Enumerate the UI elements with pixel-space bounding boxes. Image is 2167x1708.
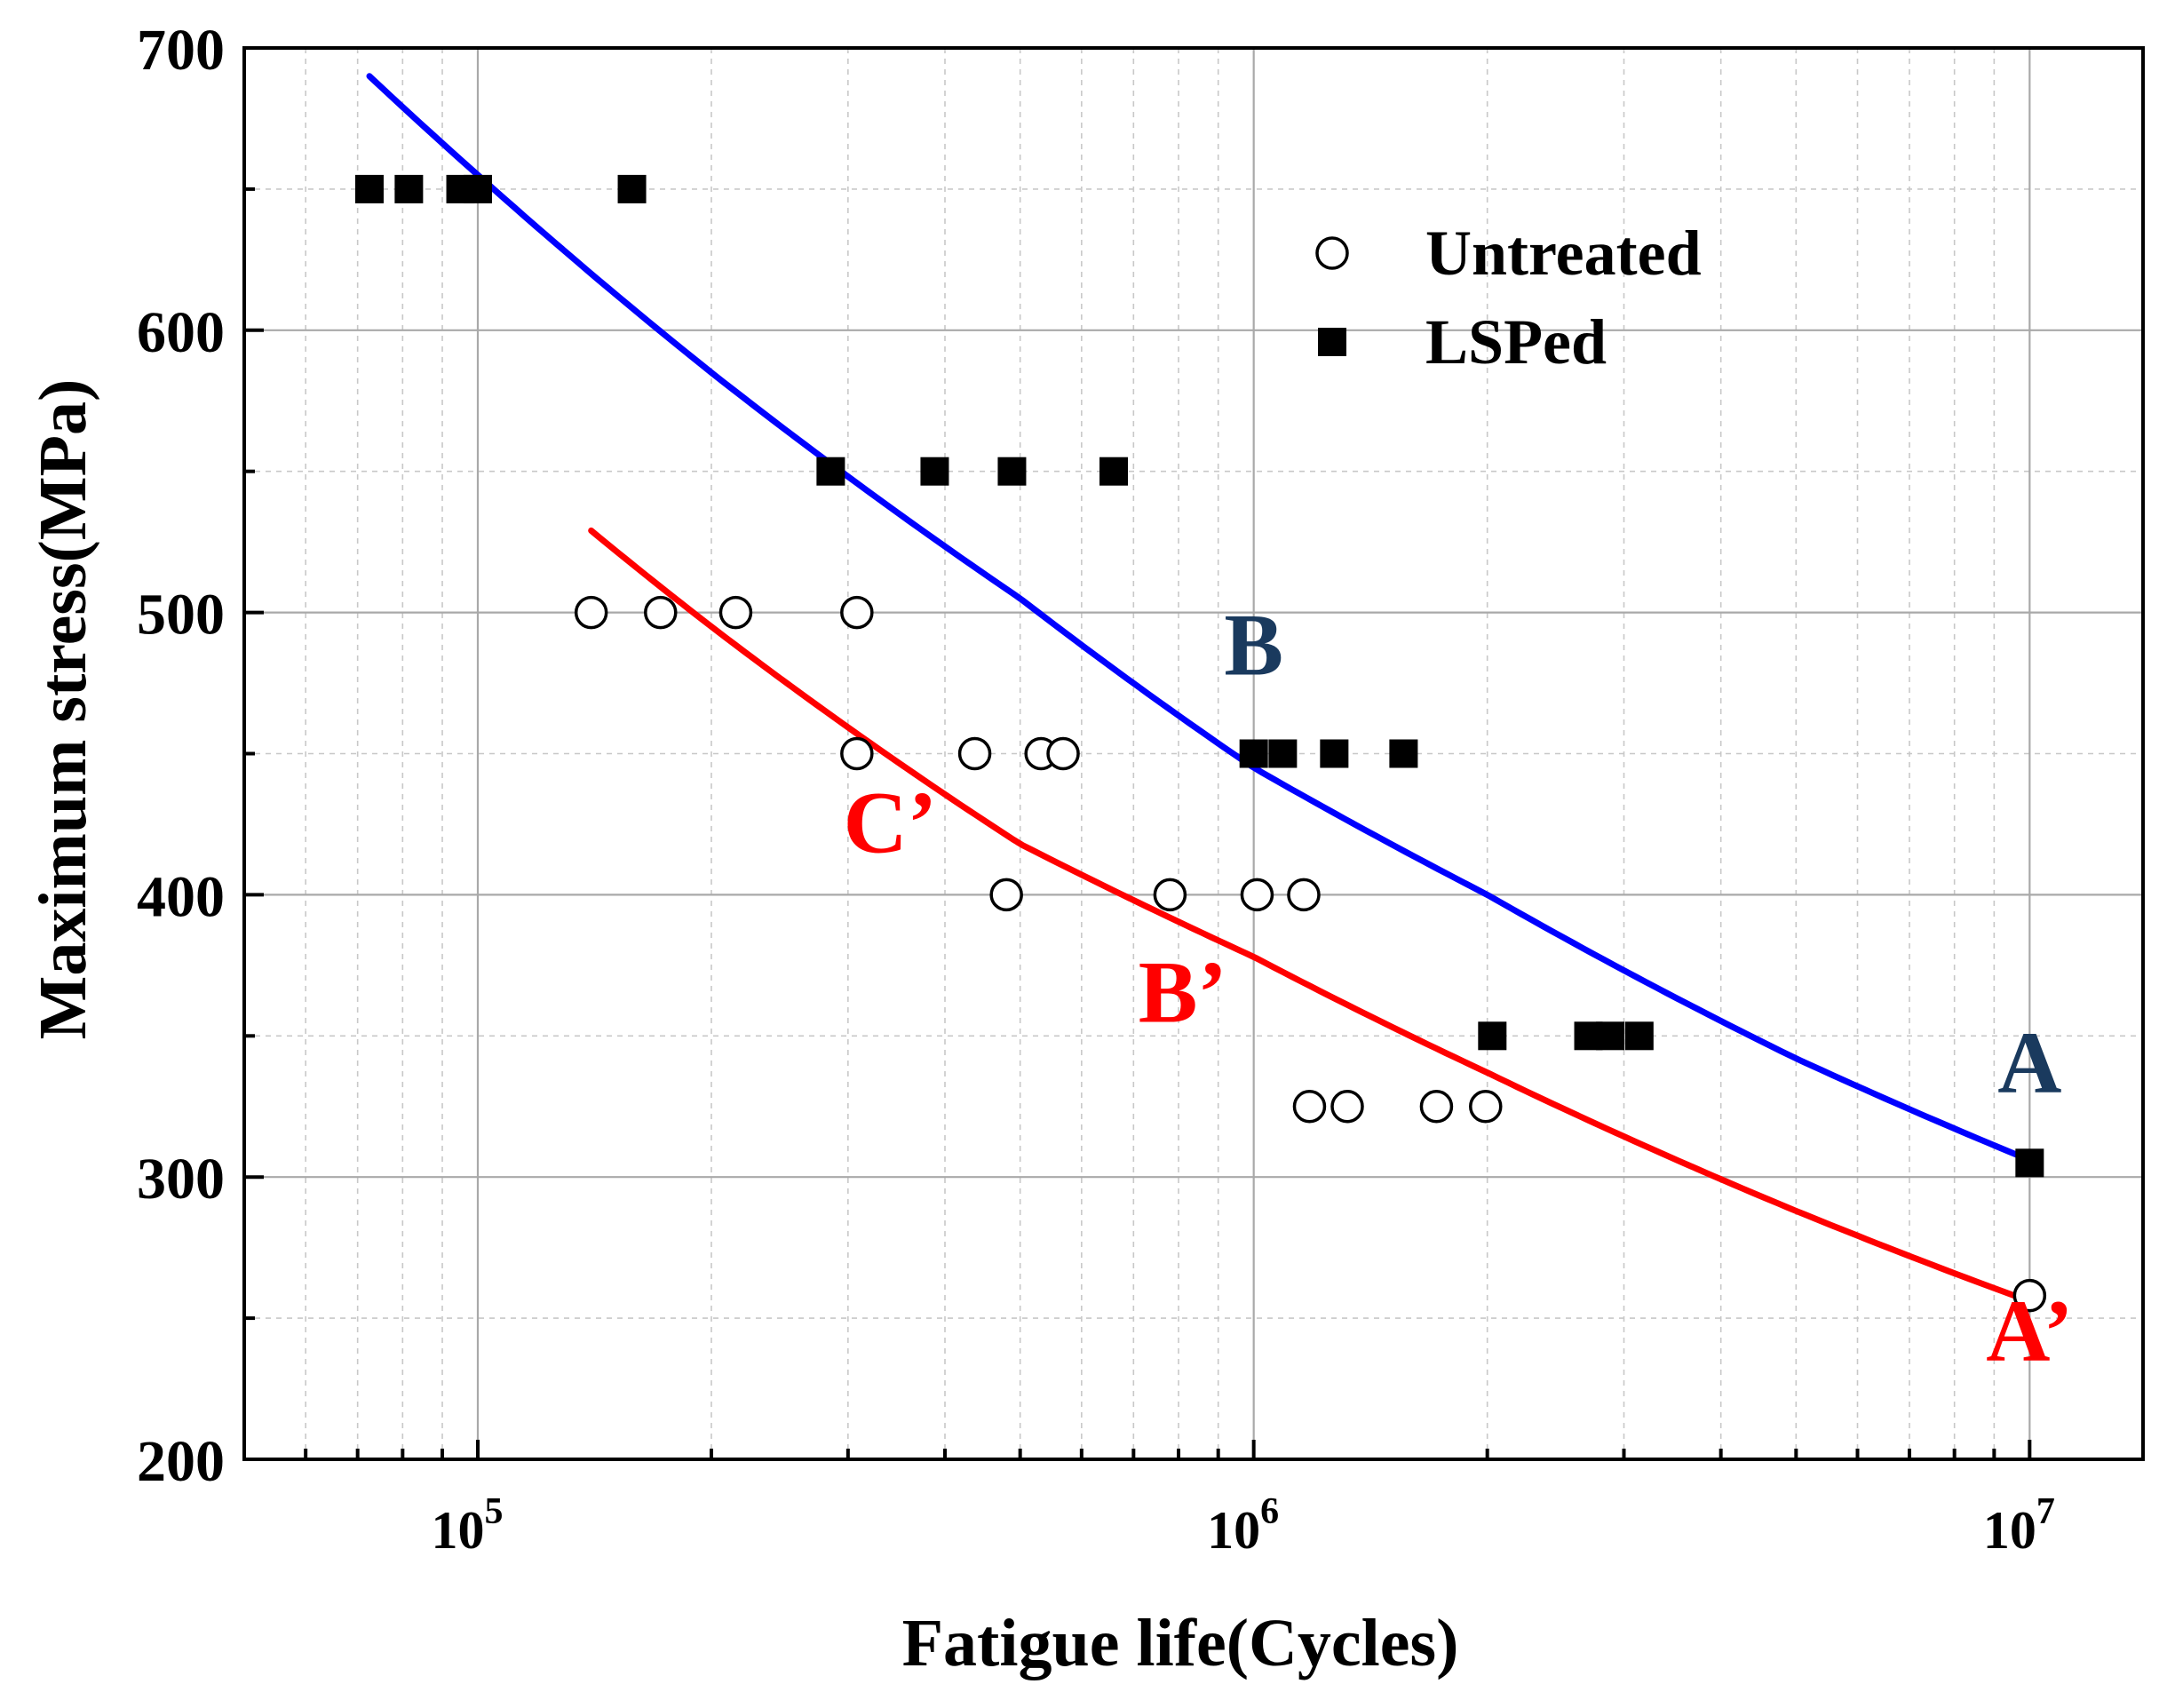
y-axis-title: Maximum stress(MPa)	[26, 379, 100, 1040]
lsped-point	[816, 457, 845, 486]
untreated-point	[574, 595, 608, 630]
lsped-point	[617, 174, 647, 203]
legend-label-lsped: LSPed	[1425, 306, 1607, 377]
legend: Untreated LSPed	[1315, 218, 1702, 377]
annotation-label: A	[1997, 1013, 2061, 1112]
x-tick-label: 107	[1983, 1491, 2055, 1560]
lsped-point	[354, 174, 384, 203]
untreated-point	[1419, 1090, 1454, 1124]
untreated-point	[1469, 1090, 1503, 1124]
lsped-point	[1624, 1021, 1654, 1051]
y-tick-label: 700	[137, 18, 225, 83]
untreated-point	[2012, 1278, 2047, 1313]
x-axis-title: Fatigue life(Cycles)	[902, 1606, 1459, 1680]
untreated-point	[1046, 736, 1080, 771]
untreated-point	[957, 736, 992, 771]
lsped-point	[394, 174, 424, 203]
y-tick-label: 500	[137, 583, 225, 647]
lsped-point	[1596, 1021, 1625, 1051]
x-tick-label: 106	[1207, 1491, 1279, 1560]
legend-marker-untreated	[1315, 236, 1349, 270]
fit-curves	[366, 73, 2033, 1305]
lsped-point	[2015, 1148, 2044, 1178]
tick-labels: 200 300 400 500 600 700 105 106 107	[137, 18, 2055, 1560]
grid-minor	[243, 48, 2143, 1459]
x-tick-label: 105	[431, 1491, 503, 1560]
y-tick-label: 600	[137, 300, 225, 365]
lsped-point	[1099, 457, 1129, 486]
lsped-point	[997, 457, 1027, 486]
y-tick-label: 200	[137, 1429, 225, 1494]
axis-ticks	[242, 46, 2032, 1461]
lsped-point	[1320, 739, 1349, 768]
lsped-point	[1268, 739, 1298, 768]
untreated-point	[840, 736, 874, 771]
annotation-label: A’	[1986, 1282, 2073, 1380]
untreated-point	[1292, 1090, 1327, 1124]
untreated-point	[1287, 878, 1321, 912]
untreated-point	[1240, 878, 1274, 912]
untreated-point	[840, 595, 874, 630]
lsped-point	[1389, 739, 1418, 768]
untreated-point	[644, 595, 678, 630]
lsped-point	[463, 174, 492, 203]
untreated-fit-curve	[588, 527, 2033, 1305]
lsped-point	[1239, 739, 1268, 768]
data-points	[354, 174, 2047, 1313]
annotation-label: C’	[844, 774, 938, 872]
grid-major	[244, 48, 2143, 1459]
y-tick-label: 400	[137, 864, 225, 929]
legend-label-untreated: Untreated	[1425, 218, 1702, 289]
annotations: A B A’ B’ C’	[844, 596, 2074, 1380]
y-tick-label: 300	[137, 1147, 225, 1211]
annotation-label: B	[1224, 596, 1283, 695]
legend-marker-lsped	[1318, 328, 1346, 356]
untreated-point	[989, 878, 1023, 912]
lsped-fit-curve	[366, 73, 2033, 1164]
untreated-point	[1153, 878, 1187, 912]
untreated-point	[1330, 1090, 1364, 1124]
annotation-label: B’	[1139, 942, 1227, 1041]
lsped-point	[1478, 1021, 1507, 1051]
untreated-point	[718, 595, 753, 630]
lsped-point	[920, 457, 949, 486]
